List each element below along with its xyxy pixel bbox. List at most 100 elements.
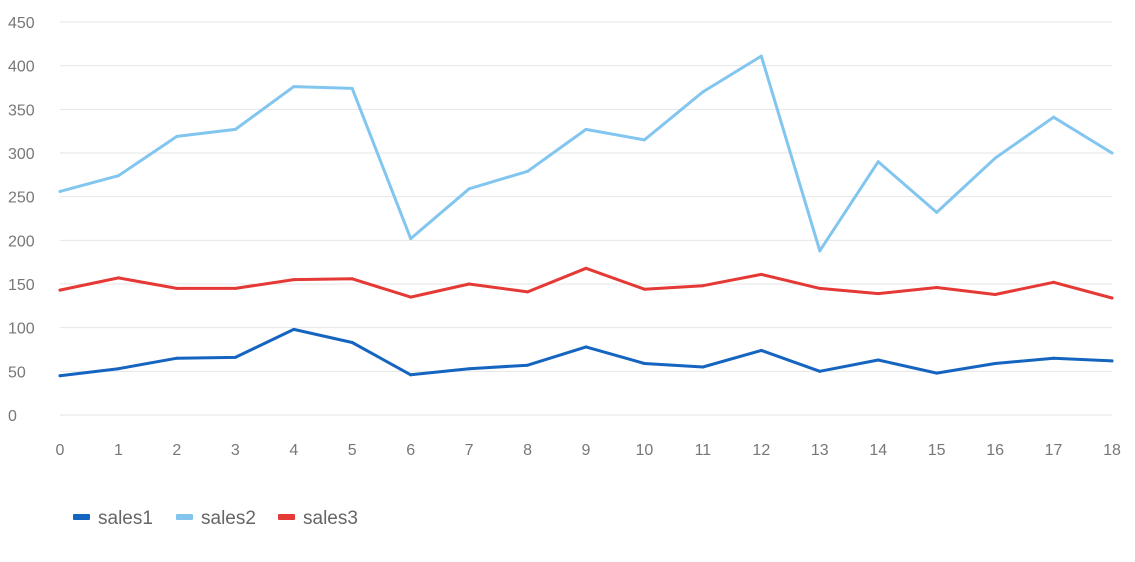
data-point-sales2 <box>876 160 880 164</box>
data-point-sales3 <box>1110 296 1114 300</box>
data-point-sales2 <box>935 210 939 214</box>
data-point-sales2 <box>292 85 296 89</box>
data-point-sales3 <box>642 287 646 291</box>
data-point-sales3 <box>58 288 62 292</box>
data-point-sales1 <box>409 373 413 377</box>
x-tick-label: 17 <box>1045 442 1063 459</box>
legend-swatch <box>278 514 295 520</box>
x-tick-label: 12 <box>752 442 770 459</box>
series-line-sales1 <box>58 327 1114 378</box>
data-point-sales1 <box>1110 359 1114 363</box>
x-tick-label: 13 <box>811 442 829 459</box>
data-point-sales3 <box>350 277 354 281</box>
data-point-sales3 <box>759 272 763 276</box>
legend-item-sales3[interactable]: sales3 <box>278 508 358 529</box>
y-tick-label: 0 <box>8 408 17 425</box>
grid-lines <box>60 21 1112 416</box>
legend-label: sales3 <box>303 508 358 529</box>
y-tick-label: 50 <box>8 364 26 381</box>
x-tick-label: 11 <box>695 442 712 459</box>
x-tick-label: 7 <box>465 442 474 459</box>
x-axis-tick-labels: 0 1 2 3 4 5 6 7 8 9 10 11 12 13 14 15 16 17 18 <box>56 442 1121 459</box>
x-tick-label: 3 <box>231 442 240 459</box>
data-point-sales2 <box>1110 151 1114 155</box>
data-point-sales1 <box>1052 356 1056 360</box>
y-tick-label: 250 <box>8 190 35 207</box>
data-point-sales3 <box>1052 280 1056 284</box>
data-point-sales1 <box>292 327 296 331</box>
x-tick-label: 2 <box>172 442 181 459</box>
y-tick-label: 450 <box>8 15 35 32</box>
y-tick-label: 350 <box>8 102 35 119</box>
data-point-sales2 <box>350 86 354 90</box>
x-tick-label: 4 <box>289 442 298 459</box>
data-point-sales1 <box>350 341 354 345</box>
data-point-sales3 <box>876 292 880 296</box>
legend-label: sales2 <box>201 508 256 529</box>
x-tick-label: 15 <box>928 442 946 459</box>
data-point-sales3 <box>935 285 939 289</box>
y-tick-label: 200 <box>8 233 35 250</box>
data-point-sales2 <box>233 127 237 131</box>
data-point-sales1 <box>759 348 763 352</box>
data-point-sales1 <box>935 371 939 375</box>
data-point-sales2 <box>526 169 530 173</box>
data-point-sales1 <box>818 369 822 373</box>
data-point-sales3 <box>175 286 179 290</box>
legend-swatch <box>73 514 90 520</box>
data-point-sales1 <box>467 367 471 371</box>
data-point-sales3 <box>467 282 471 286</box>
x-tick-label: 18 <box>1103 442 1121 459</box>
x-tick-label: 0 <box>56 442 65 459</box>
data-point-sales2 <box>1052 115 1056 119</box>
data-point-sales3 <box>584 266 588 270</box>
data-point-sales2 <box>759 54 763 58</box>
data-point-sales1 <box>116 367 120 371</box>
y-tick-label: 400 <box>8 59 35 76</box>
data-point-sales2 <box>116 174 120 178</box>
x-tick-label: 5 <box>348 442 357 459</box>
data-point-sales1 <box>58 374 62 378</box>
legend-item-sales2[interactable]: sales2 <box>176 508 256 529</box>
legend-label: sales1 <box>98 508 153 529</box>
x-tick-label: 14 <box>869 442 887 459</box>
data-point-sales1 <box>233 355 237 359</box>
y-tick-label: 100 <box>8 321 35 338</box>
x-tick-label: 9 <box>582 442 591 459</box>
data-point-sales1 <box>584 345 588 349</box>
series-line-sales3 <box>58 266 1114 300</box>
data-point-sales2 <box>818 249 822 253</box>
data-point-sales2 <box>175 134 179 138</box>
series-lines <box>58 54 1114 378</box>
x-tick-label: 10 <box>636 442 654 459</box>
data-point-sales3 <box>701 284 705 288</box>
data-point-sales2 <box>409 237 413 241</box>
x-tick-label: 1 <box>114 442 123 459</box>
data-point-sales1 <box>876 358 880 362</box>
data-point-sales1 <box>993 361 997 365</box>
x-tick-label: 16 <box>986 442 1004 459</box>
legend[interactable]: sales1 sales2 sales3 <box>73 508 358 529</box>
legend-item-sales1[interactable]: sales1 <box>73 508 153 529</box>
y-tick-label: 300 <box>8 146 35 163</box>
data-point-sales3 <box>233 286 237 290</box>
data-point-sales3 <box>993 292 997 296</box>
data-point-sales2 <box>584 127 588 131</box>
data-point-sales2 <box>58 189 62 193</box>
data-point-sales2 <box>642 138 646 142</box>
data-point-sales2 <box>467 187 471 191</box>
x-tick-label: 8 <box>523 442 532 459</box>
data-point-sales3 <box>409 295 413 299</box>
data-point-sales3 <box>116 276 120 280</box>
y-axis-tick-labels: 0 50 100 150 200 250 300 350 400 450 <box>8 15 35 425</box>
data-point-sales1 <box>701 365 705 369</box>
data-point-sales3 <box>818 286 822 290</box>
data-point-sales1 <box>526 363 530 367</box>
data-point-sales1 <box>642 361 646 365</box>
data-point-sales3 <box>526 290 530 294</box>
y-tick-label: 150 <box>8 277 35 294</box>
data-point-sales2 <box>993 156 997 160</box>
legend-swatch <box>176 514 193 520</box>
data-point-sales3 <box>292 278 296 282</box>
